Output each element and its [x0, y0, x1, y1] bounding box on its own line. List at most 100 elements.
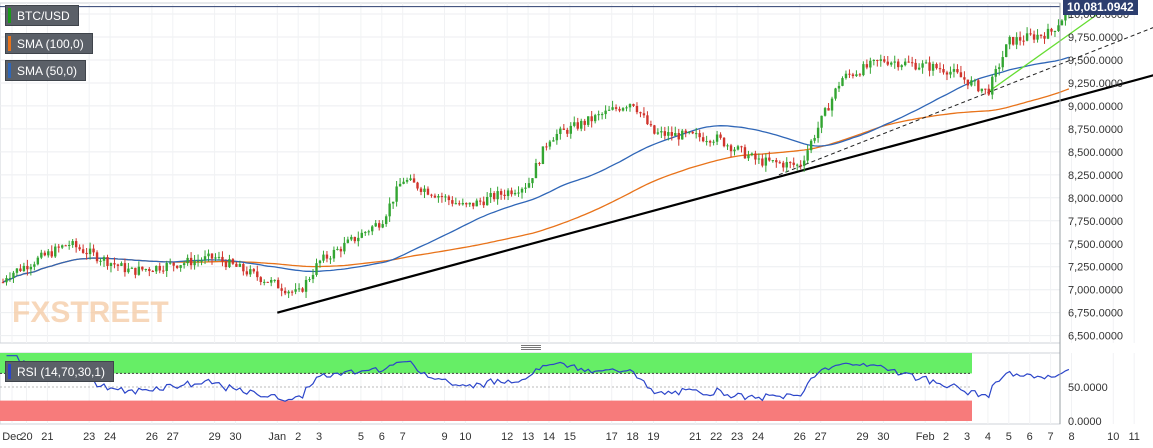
candle-body: [715, 134, 719, 142]
candle-body: [360, 232, 363, 238]
candle-body: [294, 289, 297, 292]
candle-body: [444, 196, 447, 198]
time-tick-label: 3: [316, 431, 322, 443]
candle-body: [635, 105, 639, 113]
candle-body: [43, 252, 46, 256]
pane-resize-handle[interactable]: [521, 345, 541, 351]
candle-body: [224, 261, 228, 268]
sma50-label[interactable]: SMA (50,0): [5, 60, 87, 81]
candle-body: [938, 68, 942, 70]
candle-body: [785, 162, 788, 168]
time-tick-label: 4: [985, 431, 991, 443]
candle-body: [280, 288, 283, 291]
candle-body: [433, 195, 437, 198]
price-pane-frame: [0, 2, 1061, 344]
candle-body: [203, 256, 207, 261]
candle-body: [621, 108, 625, 111]
current-price-badge: 10,081.0942: [1063, 0, 1138, 15]
candle-body: [92, 248, 95, 253]
time-tick-label: 27: [815, 431, 827, 443]
time-tick-label: 7: [1048, 431, 1054, 443]
candle-body: [1057, 25, 1060, 31]
candle-body: [50, 251, 53, 257]
candle-body: [189, 257, 193, 266]
candle-body: [694, 133, 698, 135]
candle-body: [876, 59, 879, 61]
time-tick-label: 13: [522, 431, 534, 443]
candle-body: [374, 223, 377, 227]
candle-body: [196, 260, 200, 262]
candle-body: [276, 279, 280, 289]
candle-body: [712, 141, 715, 143]
candle-body: [1050, 28, 1053, 32]
candle-body: [1011, 36, 1015, 45]
time-tick-label: 18: [626, 431, 638, 443]
candle-body: [492, 193, 496, 200]
candle-body: [890, 62, 893, 65]
time-tick-label: 3: [964, 431, 970, 443]
candle-body: [966, 79, 970, 86]
rsi-plot-area[interactable]: [0, 352, 1153, 425]
candle-body: [343, 242, 346, 252]
candle-body: [64, 245, 67, 247]
candle-body: [607, 109, 611, 111]
candle-body: [175, 265, 179, 268]
candle-body: [917, 67, 921, 70]
candle-body: [113, 263, 116, 265]
candle-body: [510, 190, 513, 195]
candle-body: [1064, 12, 1067, 21]
candle-body: [221, 256, 224, 262]
candle-body: [200, 260, 203, 262]
candle-body: [698, 133, 701, 138]
candle-body: [614, 107, 618, 109]
candle-body: [994, 69, 997, 77]
time-tick-label: 22: [710, 431, 722, 443]
candle-body: [416, 182, 419, 189]
price-plot-area[interactable]: FXSTREET: [0, 2, 1153, 344]
time-tick-label: 29: [208, 431, 220, 443]
candle-body: [733, 149, 736, 152]
candle-body: [398, 183, 402, 187]
symbol-label[interactable]: BTC/USD: [5, 5, 79, 26]
candle-body: [461, 203, 464, 205]
overbought-zone: [0, 353, 972, 374]
candle-body: [830, 98, 834, 111]
candle-body: [632, 104, 635, 106]
candle-body: [141, 266, 144, 270]
candle-body: [214, 257, 217, 259]
time-tick-label: Dec: [2, 431, 22, 443]
candle-body: [778, 162, 781, 164]
candle-body: [364, 232, 367, 234]
candle-body: [736, 146, 740, 150]
time-tick-label: 2: [943, 431, 949, 443]
candle-body: [134, 267, 137, 275]
candle-body: [527, 183, 531, 188]
candle-body: [242, 264, 245, 272]
candle-body: [538, 163, 541, 165]
candle-body: [708, 141, 712, 143]
candle-body: [371, 226, 374, 232]
candle-body: [384, 216, 388, 225]
candle-body: [761, 158, 764, 166]
rsi-label[interactable]: RSI (14,70,30,1): [5, 361, 115, 382]
price-tick-label: 8,000.0000: [1068, 193, 1123, 205]
sma100-label[interactable]: SMA (100,0): [5, 33, 93, 54]
price-tick-label: 8,750.0000: [1068, 124, 1123, 136]
candle-body: [325, 254, 329, 259]
candle-body: [775, 160, 778, 163]
candle-body: [499, 191, 503, 195]
candle-body: [834, 88, 837, 99]
candle-body: [357, 237, 360, 242]
time-tick-label: 30: [229, 431, 241, 443]
candle-body: [412, 178, 416, 183]
candle-body: [158, 265, 161, 271]
time-tick-label: 8: [1068, 431, 1074, 443]
candle-body: [848, 73, 851, 75]
candle-body: [485, 196, 489, 206]
candle-body: [722, 137, 726, 147]
candle-body: [998, 67, 1001, 70]
time-tick-label: 26: [794, 431, 806, 443]
candle-body: [1053, 30, 1057, 32]
candle-body: [897, 61, 900, 68]
